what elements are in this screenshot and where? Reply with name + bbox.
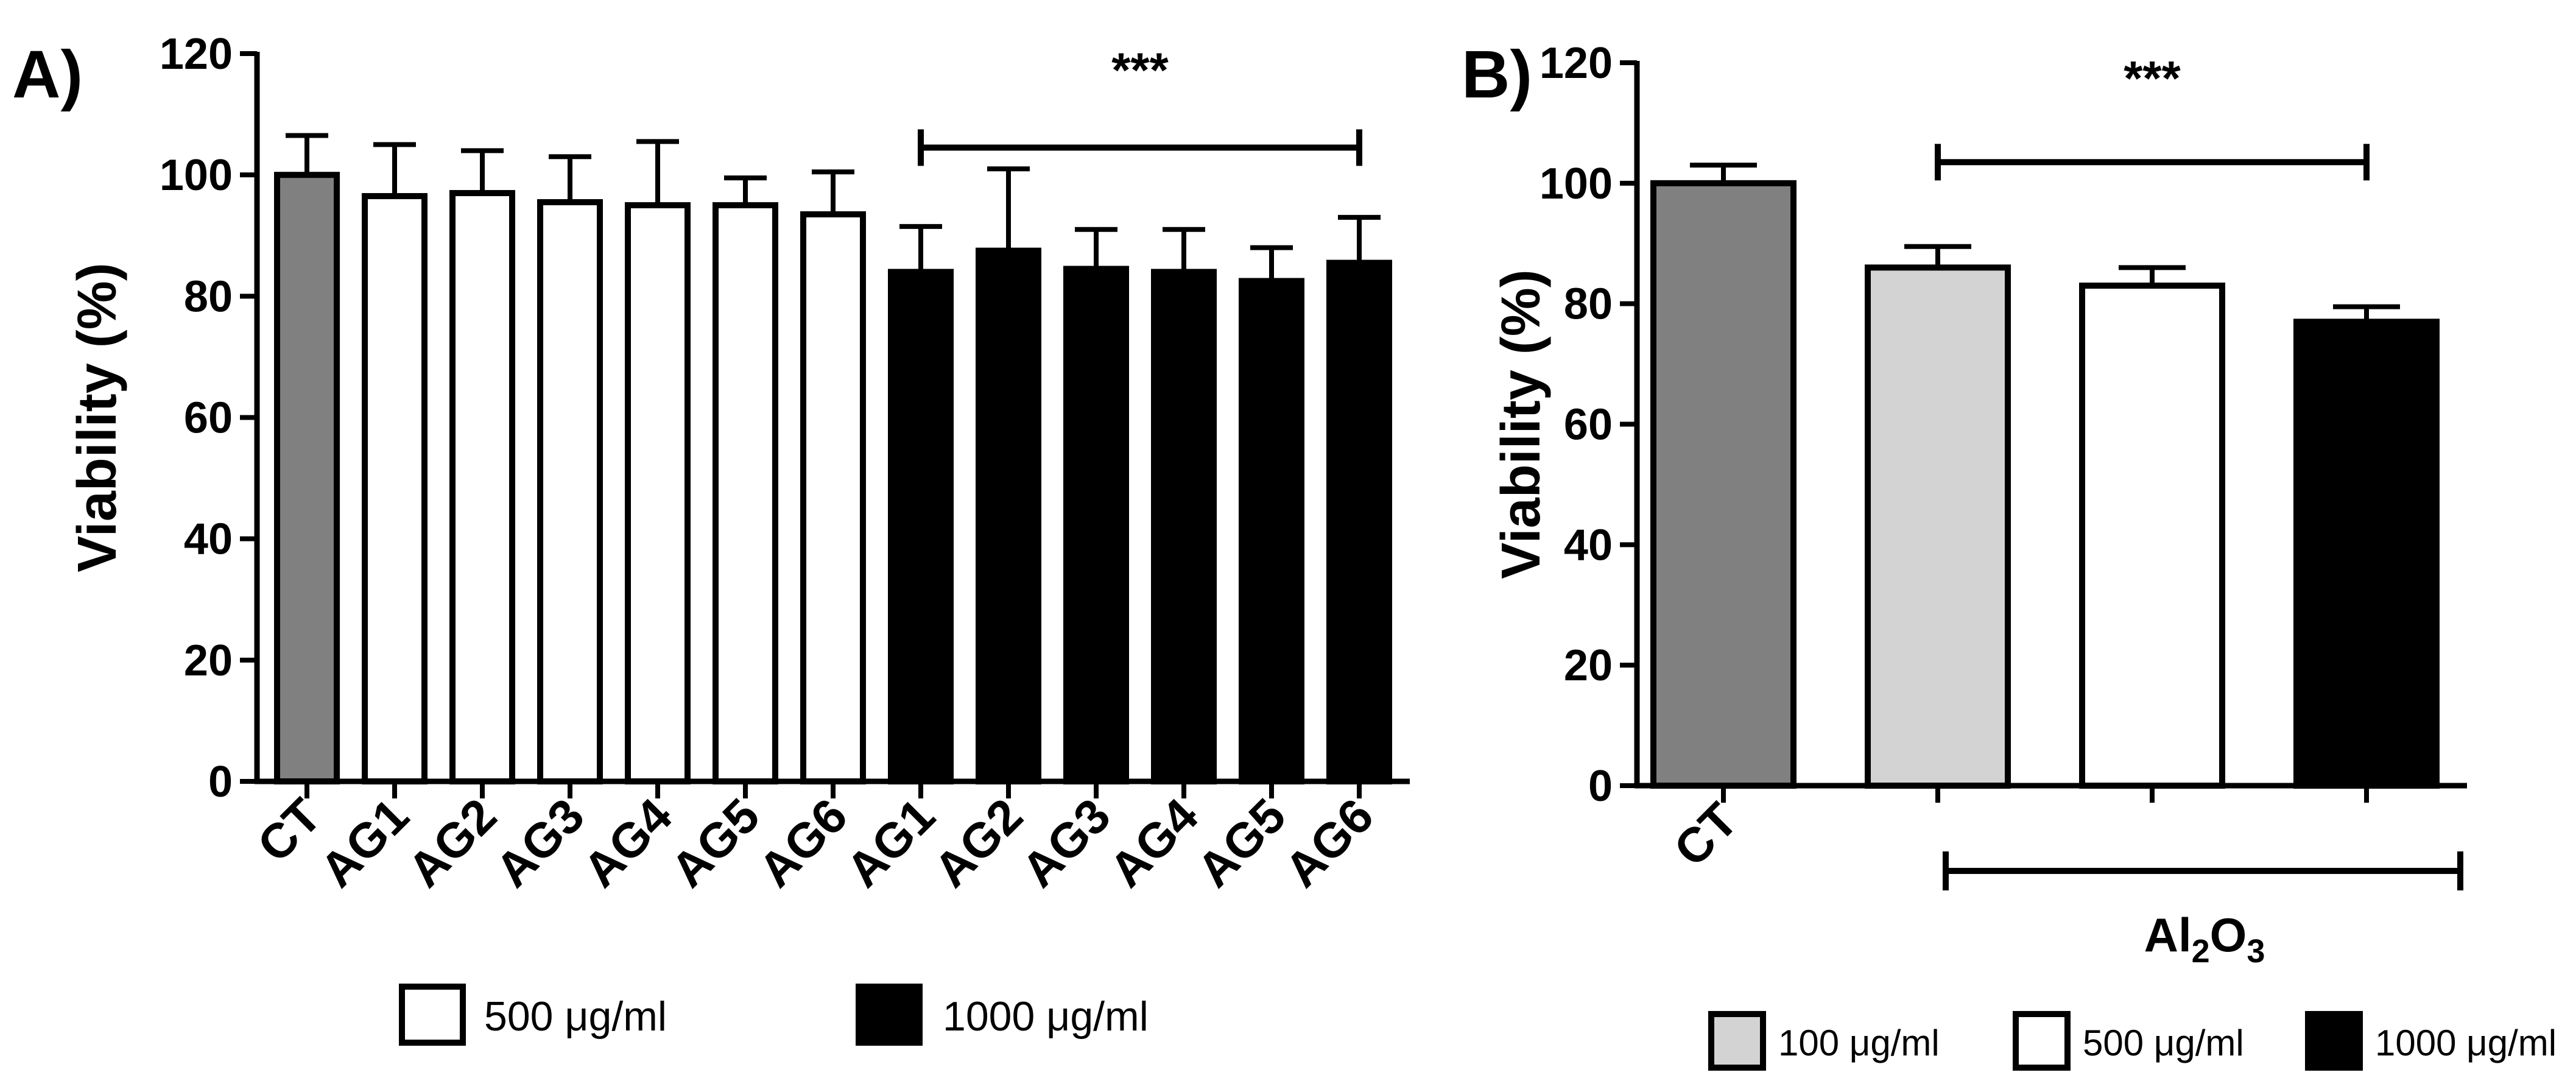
significance-label: *** [1111,43,1169,97]
y-tick-label: 40 [184,515,233,564]
y-tick-label: 0 [208,758,233,806]
y-tick-label: 120 [1540,39,1613,88]
y-tick-label: 100 [1540,160,1613,208]
x-tick-label: AG3 [485,788,594,897]
bar [274,172,340,784]
bar [1865,264,2011,789]
legend-label: 500 μg/ml [484,993,667,1040]
legend-swatch [1708,1011,1766,1071]
group-label-part: Al [2144,908,2192,962]
legend-swatch [2013,1011,2071,1071]
y-tick-label: 80 [184,272,233,321]
panel-label: A) [12,37,83,112]
legend-swatch [399,984,466,1046]
bar [800,211,866,785]
y-tick-label: 20 [1564,641,1613,690]
y-tick-label: 60 [1564,401,1613,449]
bar [2079,282,2225,789]
y-tick-label: 120 [160,30,233,79]
x-tick-label: AG4 [1099,788,1209,898]
y-tick-label: 100 [160,151,233,200]
x-tick-label: AG6 [748,788,857,897]
x-tick-label: AG4 [573,788,683,898]
group-label-part: 2 [2192,933,2210,970]
x-tick-label: AG5 [1187,788,1296,897]
panel-b: B) 0 20 40 60 80 100 120 Viability (%) CT *** Al2O3… [1462,37,2557,1071]
bar [362,193,428,785]
x-tick-label: AG2 [398,788,507,897]
bar [537,199,603,784]
x-tick-label: AG5 [661,788,770,897]
y-axis-title: Viability (%) [67,262,128,572]
x-tick-label: AG6 [1275,788,1384,897]
y-tick-label: 80 [1564,280,1613,329]
bar [1151,269,1217,784]
group-label: Al2O3 [2144,908,2265,970]
bar [625,202,691,785]
legend-swatch [856,984,923,1046]
bar [1326,259,1392,784]
panel-label: B) [1462,37,1532,112]
y-tick-label: 40 [1564,521,1613,569]
bar [713,202,778,785]
x-tick-label: CT [1664,792,1748,876]
legend-label: 100 μg/ml [1778,1023,1940,1063]
legend-swatch [2305,1011,2363,1071]
bar [976,247,1041,785]
group-label-part: O [2210,908,2247,962]
bar [1650,180,1797,789]
group-label-part: 3 [2247,933,2265,970]
x-tick-label: AG1 [310,788,419,897]
x-tick-label: AG1 [836,788,945,897]
legend-label: 500 μg/ml [2083,1023,2244,1063]
legend-label: 1000 μg/ml [2375,1023,2557,1063]
x-tick-label: AG2 [924,788,1033,897]
bar [888,269,954,784]
y-tick-label: 60 [184,394,233,443]
y-tick-label: 20 [184,636,233,685]
legend-label: 1000 μg/ml [943,993,1149,1040]
bar [1063,266,1129,785]
significance-label: *** [2124,51,2181,105]
bar [2293,319,2440,789]
bar [449,190,515,784]
y-tick-label: 0 [1588,762,1613,811]
y-axis-title: Viability (%) [1491,269,1552,579]
x-tick-label: AG3 [1012,788,1121,897]
bar [1239,278,1304,784]
